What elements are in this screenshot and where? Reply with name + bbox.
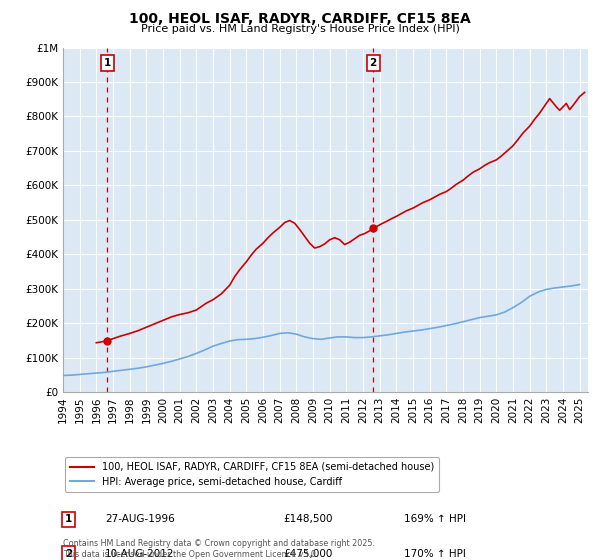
Text: 10-AUG-2012: 10-AUG-2012 xyxy=(105,549,175,559)
Text: Contains HM Land Registry data © Crown copyright and database right 2025.
This d: Contains HM Land Registry data © Crown c… xyxy=(63,539,375,559)
Text: £475,000: £475,000 xyxy=(284,549,333,559)
Text: 1: 1 xyxy=(65,515,72,524)
Text: 2: 2 xyxy=(370,58,377,68)
Text: 1: 1 xyxy=(104,58,111,68)
Text: Price paid vs. HM Land Registry's House Price Index (HPI): Price paid vs. HM Land Registry's House … xyxy=(140,24,460,34)
Text: £148,500: £148,500 xyxy=(284,515,333,524)
Legend: 100, HEOL ISAF, RADYR, CARDIFF, CF15 8EA (semi-detached house), HPI: Average pri: 100, HEOL ISAF, RADYR, CARDIFF, CF15 8EA… xyxy=(65,457,439,492)
Text: 27-AUG-1996: 27-AUG-1996 xyxy=(105,515,175,524)
Text: 169% ↑ HPI: 169% ↑ HPI xyxy=(404,515,466,524)
Text: 170% ↑ HPI: 170% ↑ HPI xyxy=(404,549,466,559)
Text: 100, HEOL ISAF, RADYR, CARDIFF, CF15 8EA: 100, HEOL ISAF, RADYR, CARDIFF, CF15 8EA xyxy=(129,12,471,26)
Text: 2: 2 xyxy=(65,549,72,559)
